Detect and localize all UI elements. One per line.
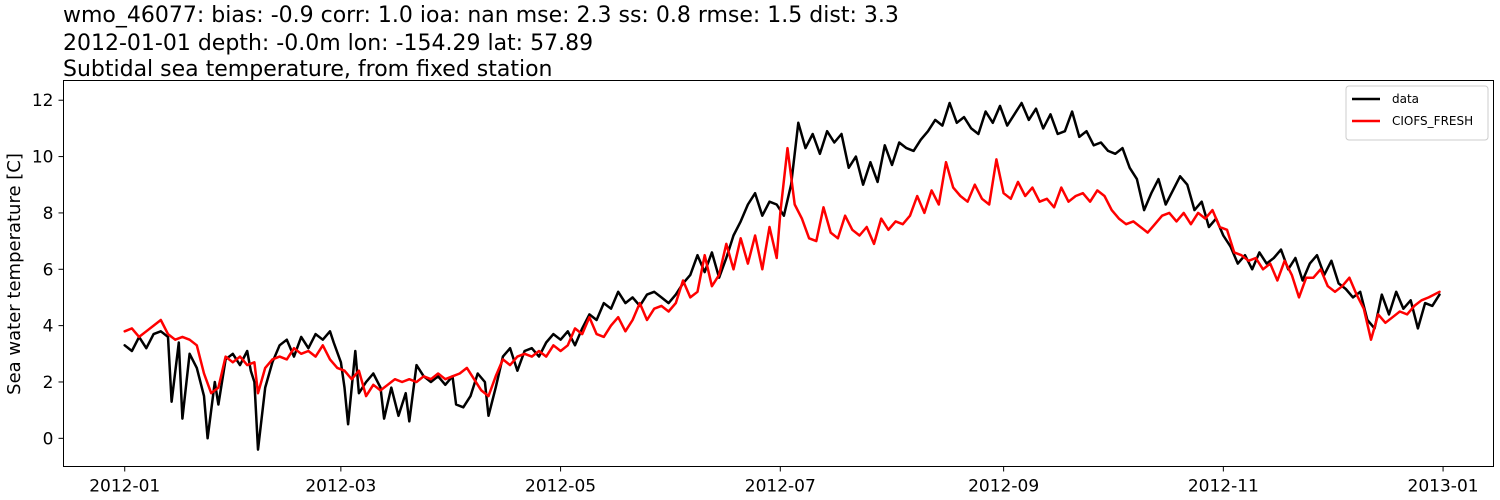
x-tick-label: 2012-05 (525, 477, 596, 497)
chart-title-line-3: Subtidal sea temperature, from fixed sta… (63, 57, 553, 82)
y-tick-label: 2 (43, 373, 54, 393)
legend-label-ciofs-fresh: CIOFS_FRESH (1392, 114, 1473, 128)
chart-title-line-2: 2012-01-01 depth: -0.0m lon: -154.29 lat… (63, 31, 593, 56)
x-axis: 2012-01 2012-03 2012-05 2012-07 2012-09 2012-… (89, 466, 1479, 497)
y-tick-label: 4 (43, 317, 54, 337)
x-tick-label: 2012-11 (1188, 477, 1259, 497)
x-tick-label: 2012-03 (305, 477, 376, 497)
series-layer (123, 101, 1441, 451)
legend-label-data: data (1392, 92, 1419, 106)
y-tick-label: 12 (32, 91, 54, 111)
x-tick-label: 2012-07 (745, 477, 816, 497)
y-tick-label: 8 (43, 204, 54, 224)
series-line-ciofs-fresh (123, 146, 1441, 398)
series-line-data (123, 101, 1441, 451)
y-tick-label: 10 (32, 148, 54, 168)
y-axis: 0 2 4 6 8 10 12 (32, 91, 64, 449)
x-tick-label: 2012-01 (89, 477, 160, 497)
legend: data CIOFS_FRESH (1345, 85, 1489, 141)
y-axis-label: Sea water temperature [C] (4, 153, 25, 395)
x-tick-label: 2013-01 (1408, 477, 1479, 497)
chart-title-line-1: wmo_46077: bias: -0.9 corr: 1.0 ioa: nan… (63, 3, 899, 28)
y-tick-label: 6 (43, 260, 54, 280)
legend-box (1345, 85, 1489, 141)
y-tick-label: 0 (43, 429, 54, 449)
x-tick-label: 2012-09 (968, 477, 1039, 497)
plot-frame (63, 80, 1494, 467)
